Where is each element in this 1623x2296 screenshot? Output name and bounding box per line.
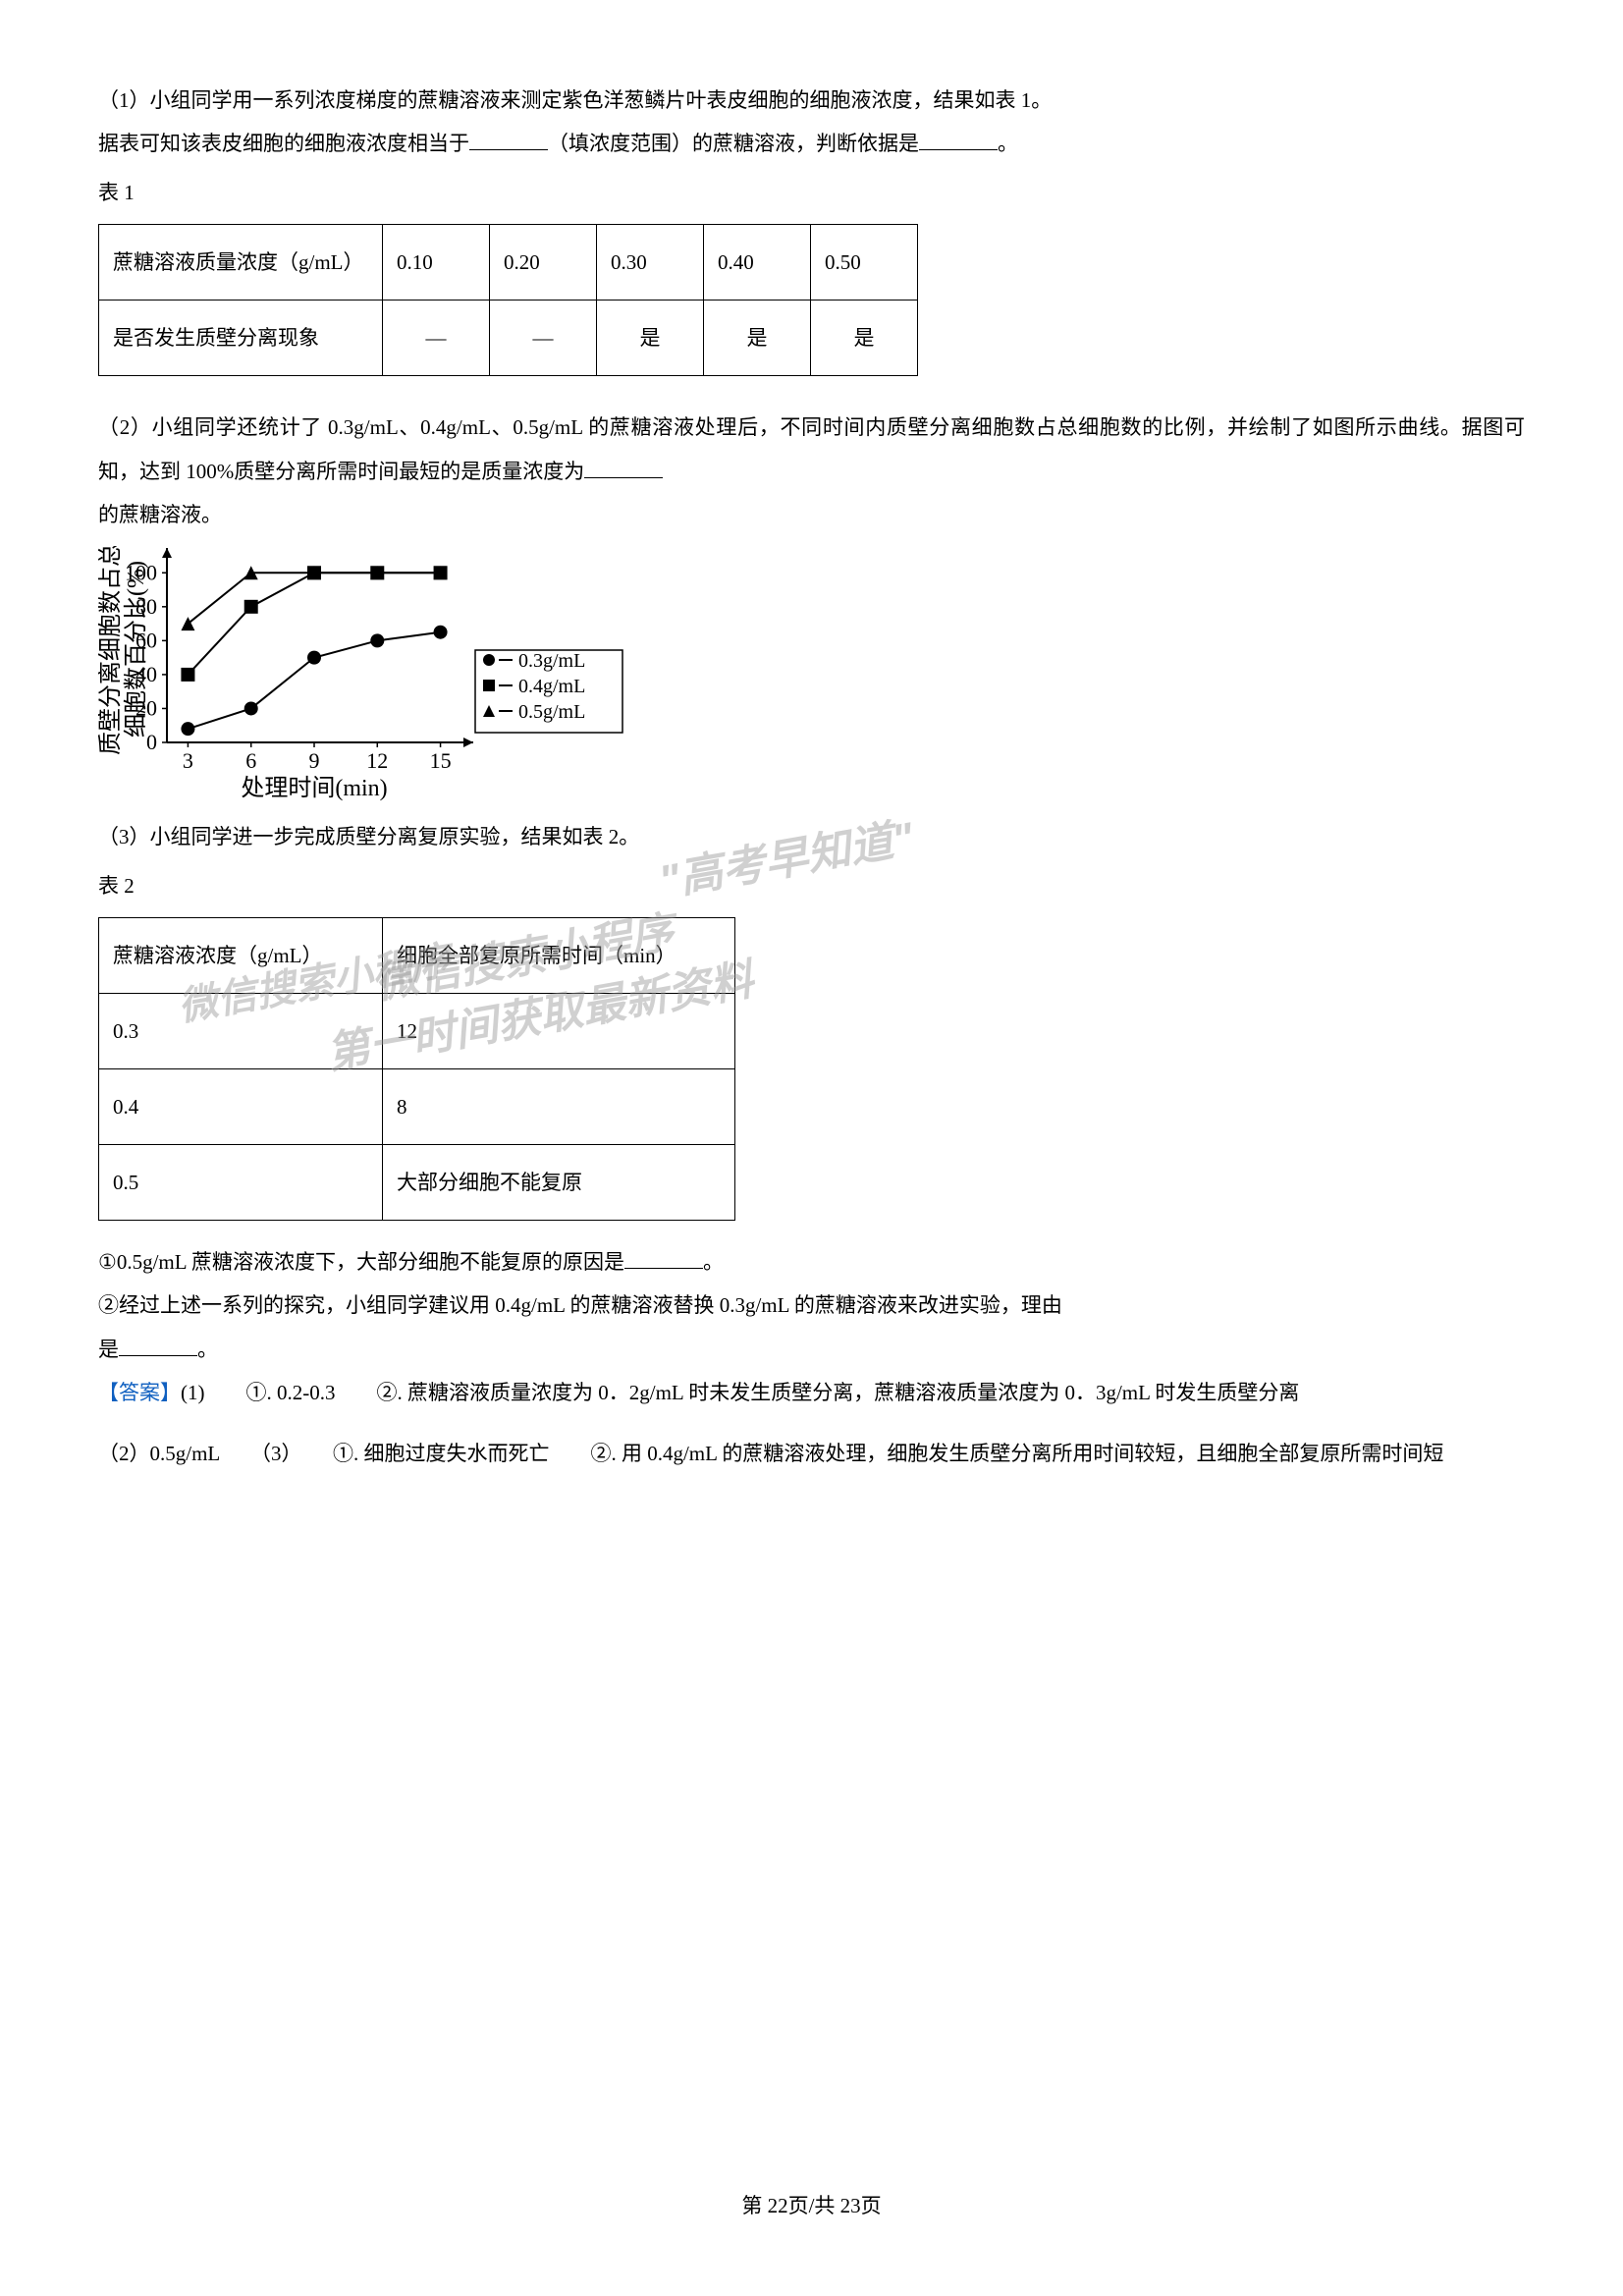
table1-header: 蔗糖溶液质量浓度（g/mL） [99, 225, 383, 301]
table1-cell: 是 [704, 301, 811, 376]
q3-text-a: （3）小组同学进一步完成质壁分离复原实验，结果如表 2。 [98, 825, 639, 848]
q2-line2: 的蔗糖溶液。 [98, 493, 1525, 536]
table2-cell: 0.3 [99, 994, 383, 1069]
watermark-text: "高考早知道" [652, 793, 921, 927]
blank [469, 129, 548, 150]
answer-text1: (1) ①. 0.2-0.3 ②. 蔗糖溶液质量浓度为 0．2g/mL 时未发生… [181, 1381, 1299, 1404]
svg-text:处理时间(min): 处理时间(min) [241, 775, 387, 801]
table1-cell: 0.50 [811, 225, 918, 301]
svg-text:12: 12 [366, 748, 388, 773]
table1-row2-header: 是否发生质壁分离现象 [99, 301, 383, 376]
q1-line1: （1）小组同学用一系列浓度梯度的蔗糖溶液来测定紫色洋葱鳞片叶表皮细胞的细胞液浓度… [98, 79, 1525, 122]
q3-sub2: ②经过上述一系列的探究，小组同学建议用 0.4g/mL 的蔗糖溶液替换 0.3g… [98, 1284, 1525, 1327]
q2-text-a: （2）小组同学还统计了 0.3g/mL、0.4g/mL、0.5g/mL 的蔗糖溶… [98, 415, 1525, 482]
q3-sub1-b: 。 [703, 1250, 724, 1274]
blank [119, 1335, 197, 1356]
answer-label: 【答案】 [98, 1381, 181, 1404]
q2-text-b: 的蔗糖溶液。 [98, 503, 222, 526]
table2-cell: 大部分细胞不能复原 [383, 1145, 735, 1221]
answer-block: 【答案】(1) ①. 0.2-0.3 ②. 蔗糖溶液质量浓度为 0．2g/mL … [98, 1371, 1525, 1414]
line-chart: 0204060801003691215处理时间(min)质壁分离细胞数占总细胞数… [98, 546, 648, 811]
q3-text: （3）小组同学进一步完成质壁分离复原实验，结果如表 2。 [98, 815, 1525, 858]
svg-text:0.4g/mL: 0.4g/mL [518, 676, 585, 697]
svg-text:3: 3 [183, 748, 193, 773]
table2-header: 蔗糖溶液浓度（g/mL） [99, 917, 383, 993]
table1-cell: — [383, 301, 490, 376]
q1-text-d: 。 [998, 132, 1018, 155]
svg-text:质壁分离细胞数占总: 质壁分离细胞数占总 [98, 546, 124, 755]
svg-text:0.3g/mL: 0.3g/mL [518, 650, 585, 672]
svg-text:9: 9 [309, 748, 320, 773]
svg-text:0.5g/mL: 0.5g/mL [518, 701, 585, 723]
table2-cell: 8 [383, 1069, 735, 1145]
table2-label: 表 2 [98, 864, 1525, 907]
q3-sub1: ①0.5g/mL 蔗糖溶液浓度下，大部分细胞不能复原的原因是 。 [98, 1240, 1525, 1284]
table2-cell: 0.5 [99, 1145, 383, 1221]
q1-text-a: （1）小组同学用一系列浓度梯度的蔗糖溶液来测定紫色洋葱鳞片叶表皮细胞的细胞液浓度… [98, 88, 1052, 112]
table1: 蔗糖溶液质量浓度（g/mL）0.100.200.300.400.50 是否发生质壁… [98, 224, 918, 376]
q3-sub2-b: 是 [98, 1338, 119, 1361]
page-footer: 第 22页/共 23页 [0, 2184, 1623, 2227]
answer-text2: （2）0.5g/mL （3） ①. 细胞过度失水而死亡 ②. 用 0.4g/mL… [98, 1442, 1443, 1465]
q3-sub2-c: 。 [197, 1338, 218, 1361]
table1-cell: 0.30 [597, 225, 704, 301]
chart-container: 0204060801003691215处理时间(min)质壁分离细胞数占总细胞数… [98, 546, 1525, 811]
q1-text-c: （填浓度范围）的蔗糖溶液，判断依据是 [548, 132, 919, 155]
table2-cell: 0.4 [99, 1069, 383, 1145]
table1-cell: 0.40 [704, 225, 811, 301]
q1-line2: 据表可知该表皮细胞的细胞液浓度相当于 （填浓度范围）的蔗糖溶液，判断依据是 。 [98, 122, 1525, 165]
table1-label: 表 1 [98, 171, 1525, 214]
page: （1）小组同学用一系列浓度梯度的蔗糖溶液来测定紫色洋葱鳞片叶表皮细胞的细胞液浓度… [0, 0, 1623, 2296]
svg-text:15: 15 [430, 748, 452, 773]
svg-text:细胞数百分比(%): 细胞数百分比(%) [123, 561, 149, 738]
table1-cell: 是 [597, 301, 704, 376]
table1-cell: — [490, 301, 597, 376]
q3-sub2b: 是。 [98, 1328, 1525, 1371]
table2: 蔗糖溶液浓度（g/mL）细胞全部复原所需时间（min）0.3120.480.5大… [98, 917, 735, 1221]
q1-text-b: 据表可知该表皮细胞的细胞液浓度相当于 [98, 132, 469, 155]
answer-block2: （2）0.5g/mL （3） ①. 细胞过度失水而死亡 ②. 用 0.4g/mL… [98, 1432, 1525, 1475]
q2-line1: （2）小组同学还统计了 0.3g/mL、0.4g/mL、0.5g/mL 的蔗糖溶… [98, 406, 1525, 492]
blank [584, 457, 663, 478]
blank [624, 1247, 703, 1269]
table1-cell: 0.10 [383, 225, 490, 301]
table1-cell: 0.20 [490, 225, 597, 301]
blank [919, 129, 998, 150]
table2-cell: 12 [383, 994, 735, 1069]
q3-sub1-a: ①0.5g/mL 蔗糖溶液浓度下，大部分细胞不能复原的原因是 [98, 1250, 624, 1274]
svg-text:6: 6 [245, 748, 256, 773]
table2-header: 细胞全部复原所需时间（min） [383, 917, 735, 993]
table1-cell: 是 [811, 301, 918, 376]
q3-sub2-a: ②经过上述一系列的探究，小组同学建议用 0.4g/mL 的蔗糖溶液替换 0.3g… [98, 1293, 1062, 1317]
